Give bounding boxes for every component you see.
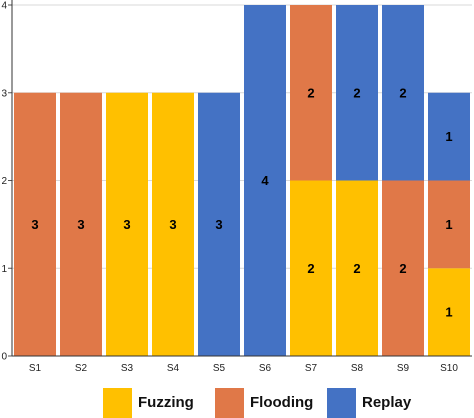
x-tick-label: S1: [29, 363, 42, 374]
bar-s8-fuzzing: [336, 180, 378, 356]
x-tick-label: S6: [259, 363, 272, 374]
bar-s2-flooding: [60, 92, 102, 356]
y-tick-label: 3: [1, 88, 7, 99]
bar-s8-replay: [336, 5, 378, 181]
x-tick-label: S8: [351, 363, 364, 374]
bar-s5-replay: [198, 92, 240, 356]
bar-s7-fuzzing: [290, 180, 332, 356]
bars: [14, 5, 470, 356]
bar-s1-flooding: [14, 92, 56, 356]
data-label: 2: [399, 261, 406, 276]
data-label: 4: [261, 173, 269, 188]
bar-s4-fuzzing: [152, 92, 194, 356]
data-label: 1: [445, 129, 452, 144]
y-tick-label: 0: [1, 352, 7, 363]
bar-s10-fuzzing: [428, 268, 470, 356]
legend-swatch-replay: [327, 388, 356, 418]
y-tick-label: 1: [1, 264, 7, 275]
data-label: 2: [307, 261, 314, 276]
data-label: 3: [123, 217, 130, 232]
data-label: 3: [215, 217, 222, 232]
legend-label-replay: Replay: [362, 394, 412, 411]
data-label: 2: [307, 85, 314, 100]
bar-s9-replay: [382, 5, 424, 181]
x-tick-label: S5: [213, 363, 226, 374]
y-tick-label: 2: [1, 176, 7, 187]
x-tick-label: S9: [397, 363, 410, 374]
x-tick-label: S3: [121, 363, 134, 374]
bar-s10-flooding: [428, 180, 470, 269]
data-label: 2: [353, 261, 360, 276]
y-tick-label: 4: [1, 1, 7, 12]
x-tick-label: S10: [440, 363, 458, 374]
data-label: 2: [353, 85, 360, 100]
x-tick-label: S7: [305, 363, 318, 374]
legend-label-flooding: Flooding: [250, 394, 314, 411]
stacked-bar-chart: 0 1 2 3 4 S1 S2 S3 S4 S5 S6 S7 S8 S9 S10 3 3 3 3 3 4 2 2 2 2 2 2 1…: [1, 0, 472, 374]
data-label: 3: [169, 217, 176, 232]
legend: Fuzzing Flooding Replay: [0, 386, 474, 418]
bar-s10-replay: [428, 92, 470, 181]
data-label: 1: [445, 305, 452, 320]
data-label: 3: [31, 217, 38, 232]
bar-s3-fuzzing: [106, 92, 148, 356]
data-label: 1: [445, 217, 452, 232]
legend-swatch-flooding: [215, 388, 244, 418]
legend-label-fuzzing: Fuzzing: [138, 394, 194, 411]
bar-s7-flooding: [290, 5, 332, 181]
bar-s9-flooding: [382, 180, 424, 356]
data-labels: 3 3 3 3 3 4 2 2 2 2 2 2 1 1 1: [31, 85, 452, 319]
data-label: 2: [399, 85, 406, 100]
legend-swatch-fuzzing: [103, 388, 132, 418]
axes: 0 1 2 3 4 S1 S2 S3 S4 S5 S6 S7 S8 S9 S10: [1, 0, 472, 374]
x-tick-label: S2: [75, 363, 88, 374]
data-label: 3: [77, 217, 84, 232]
bar-s6-replay: [244, 5, 286, 356]
x-tick-label: S4: [167, 363, 180, 374]
